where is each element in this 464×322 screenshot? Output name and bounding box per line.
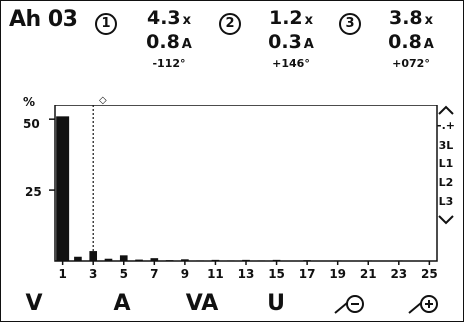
y-unit-label: % [23, 95, 36, 109]
harmonic-bar [135, 259, 143, 261]
zoom-out-icon [334, 295, 364, 314]
phase-3-current-value: 0.8 [388, 31, 422, 53]
x-tick-label: 19 [329, 267, 347, 281]
harmonic-bar [150, 258, 159, 261]
phase-1-thd-value: 4.3 [146, 7, 181, 29]
phase-1-thd-unit: x [182, 13, 192, 28]
phase-1-marker: 1 [95, 13, 117, 35]
phase-2-current-value: 0.3 [268, 31, 302, 53]
phase-2-marker: 2 [219, 13, 241, 35]
harmonic-bar [333, 260, 342, 261]
function-key-va[interactable]: VA [185, 291, 219, 316]
chart-bars [56, 116, 434, 262]
phase-1-current-unit: A [181, 37, 192, 52]
x-tick-label: 5 [119, 267, 128, 281]
x-tick-label: 13 [237, 267, 255, 281]
phase-3-thd: 3.8 x [371, 7, 451, 29]
side-item-phase-order[interactable]: -.+ [437, 119, 455, 132]
chart-axes [49, 105, 438, 265]
harmonic-bar [394, 260, 403, 261]
phase-3-current: 0.8 A [371, 31, 451, 53]
harmonic-bar [349, 260, 357, 262]
x-tick-label: 11 [207, 267, 224, 281]
phase-2-thd-value: 1.2 [268, 7, 303, 29]
harmonic-bar [181, 259, 189, 261]
harmonic-bar [56, 116, 70, 261]
screen-title: Ah 03 [9, 7, 78, 32]
plot-frame [54, 105, 438, 262]
harmonic-bar [226, 260, 235, 261]
phase-1-current-value: 0.8 [146, 31, 180, 53]
phase-2-thd: 1.2 x [251, 7, 331, 29]
y-tick-label: 25 [25, 185, 42, 199]
harmonic-bar [410, 260, 418, 262]
function-key-u[interactable]: U [267, 291, 285, 316]
phase-2-angle: +146° [272, 57, 310, 70]
side-item-l2[interactable]: L2 [438, 176, 454, 189]
zoom-in-icon [408, 295, 438, 314]
harmonic-bar [165, 260, 174, 261]
phase-2-current-unit: A [303, 37, 314, 52]
phase-1-thd: 4.3 x [129, 7, 209, 29]
cursor-marker-icon: ◇ [99, 95, 107, 106]
phase-3-marker: 3 [339, 13, 361, 35]
harmonic-bar [74, 256, 82, 261]
phase-3-angle: +072° [392, 57, 430, 70]
harmonic-bar [379, 260, 388, 262]
phase-3-thd-value: 3.8 [388, 7, 423, 29]
harmonic-bar [425, 260, 434, 262]
chevron-down-icon [438, 215, 454, 225]
zoom-out-button[interactable] [331, 293, 371, 321]
side-scroll-up-button[interactable] [437, 101, 455, 120]
x-tick-label: 21 [359, 267, 377, 281]
side-item-3l[interactable]: 3L [438, 139, 454, 152]
x-tick-label: 23 [390, 267, 408, 281]
x-tick-label: 15 [268, 267, 285, 281]
x-tick-label: 3 [89, 267, 98, 281]
harmonics-chart [49, 105, 438, 265]
x-tick-label: 7 [150, 267, 159, 281]
phase-1-current: 0.8 A [129, 31, 209, 53]
harmonic-bar [364, 260, 373, 261]
side-item-l3[interactable]: L3 [438, 195, 454, 208]
harmonic-bar [303, 260, 311, 261]
harmonic-bar [119, 255, 128, 261]
harmonic-bar [288, 260, 296, 262]
phase-3-thd-unit: x [424, 13, 434, 28]
zoom-in-button[interactable] [405, 293, 445, 321]
side-scroll-down-button[interactable] [437, 211, 455, 230]
harmonic-bar [196, 260, 204, 261]
chevron-up-icon [438, 105, 454, 115]
harmonic-bar [272, 259, 281, 261]
phase-3-current-unit: A [423, 37, 434, 52]
x-tick-label: 25 [421, 267, 438, 281]
function-key-v[interactable]: V [25, 291, 43, 316]
phase-1-angle: -112° [152, 57, 186, 70]
harmonic-bar [318, 260, 327, 262]
function-key-a[interactable]: A [113, 291, 131, 316]
phase-2-current: 0.3 A [251, 31, 331, 53]
x-tick-label: 17 [298, 267, 316, 281]
y-tick-label: 50 [23, 117, 40, 131]
side-item-l1[interactable]: L1 [438, 157, 454, 170]
harmonic-bar [104, 258, 113, 261]
harmonic-bar [257, 260, 266, 261]
phase-2-thd-unit: x [304, 13, 314, 28]
x-tick-label: 9 [180, 267, 190, 281]
harmonic-bar [89, 251, 98, 261]
harmonic-bar [211, 259, 220, 261]
x-tick-label: 1 [58, 267, 67, 281]
harmonic-bar [242, 259, 250, 261]
